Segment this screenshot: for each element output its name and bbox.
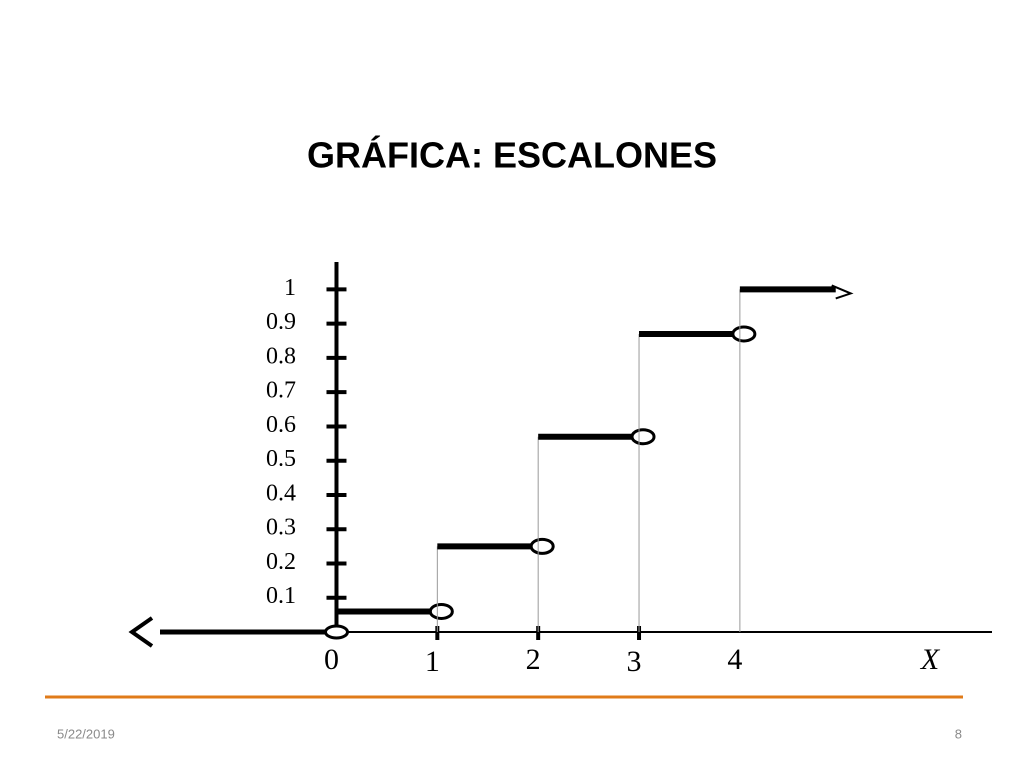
open-circle <box>731 325 757 343</box>
x-tick-label: 0 <box>324 643 339 676</box>
x-tick-label: 4 <box>727 643 742 676</box>
footer-date: 5/22/2019 <box>57 726 115 741</box>
open-circle <box>529 537 555 555</box>
y-tick-label: 0.5 <box>266 446 296 472</box>
y-tick-label: 0.7 <box>266 378 296 404</box>
y-tick-label: 0.2 <box>266 549 296 575</box>
y-tick-label: 0.8 <box>266 343 296 369</box>
left-arrow <box>128 616 154 648</box>
y-tick-label: 0.3 <box>266 515 296 541</box>
x-axis-label: X <box>920 643 941 676</box>
y-tick-label: 0.9 <box>266 309 296 335</box>
y-tick-label: 0.1 <box>266 583 296 609</box>
origin-circle <box>323 624 349 640</box>
y-tick-label: 1 <box>284 275 296 301</box>
y-tick-label: 0.6 <box>266 412 296 438</box>
x-tick-label: 2 <box>526 643 541 676</box>
x-tick-label: 3 <box>627 645 642 678</box>
x-tick-label: 1 <box>425 645 440 678</box>
open-circle <box>630 428 656 446</box>
open-circle <box>428 602 454 620</box>
right-arrow <box>831 284 854 300</box>
page-number: 8 <box>955 726 962 741</box>
y-tick-label: 0.4 <box>266 480 296 506</box>
chart-title: GRÁFICA: ESCALONES <box>307 135 717 176</box>
